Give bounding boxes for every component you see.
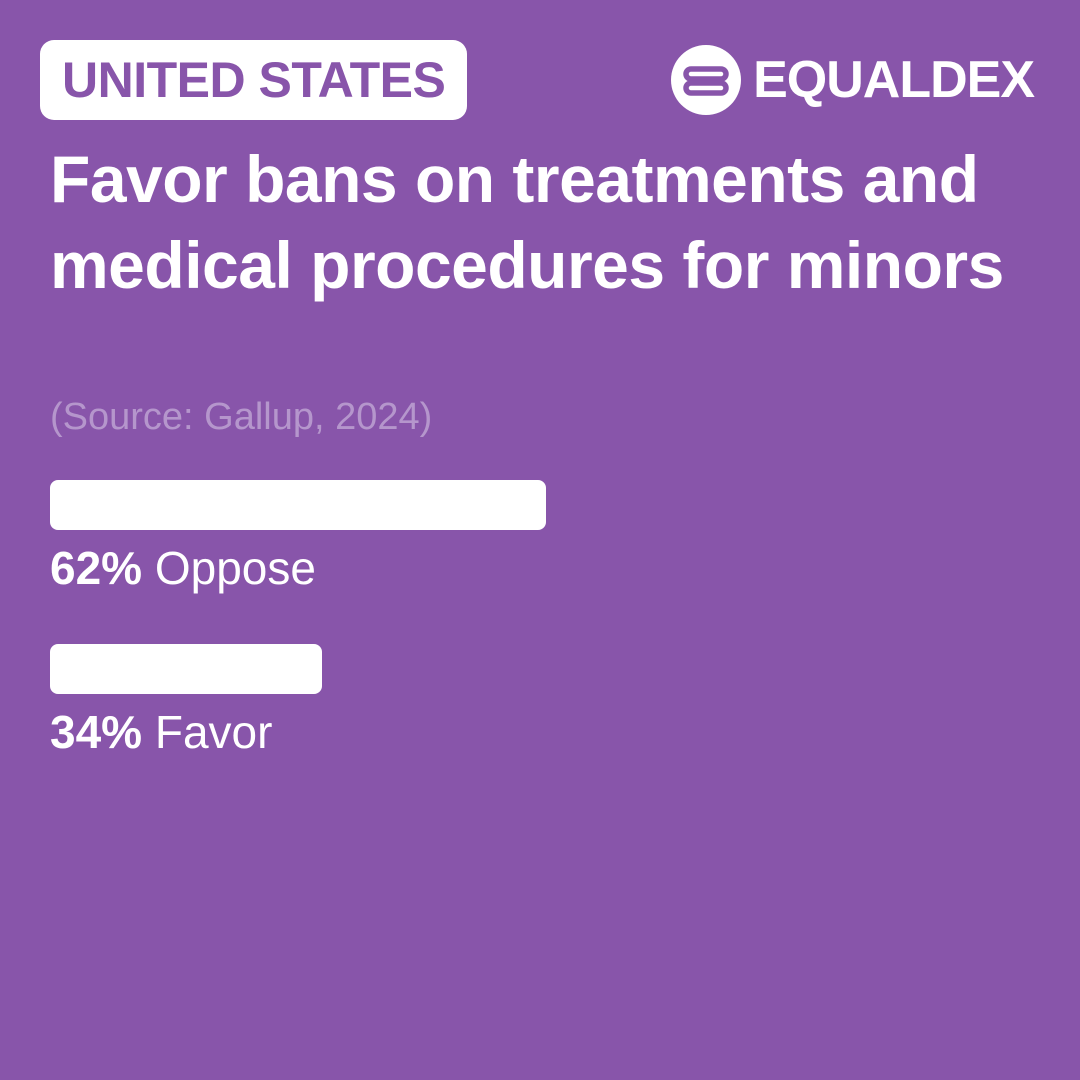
brand-name: EQUALDEX	[753, 51, 1035, 109]
bar-favor	[50, 644, 322, 694]
bar-value-label: 34%	[50, 706, 143, 758]
equaldex-logo-icon	[671, 45, 742, 115]
bar-oppose	[50, 480, 546, 530]
bar-row: 62% Oppose	[50, 480, 1040, 596]
bar-row: 34% Favor	[50, 644, 1040, 760]
bar-label: 62% Oppose	[50, 540, 1040, 596]
bar-label: 34% Favor	[50, 704, 1040, 760]
country-badge: UNITED STATES	[40, 40, 468, 120]
bar-value-label: 62%	[50, 542, 143, 594]
bar-chart: 62% Oppose 34% Favor	[50, 480, 1040, 780]
source-note: (Source: Gallup, 2024)	[50, 396, 433, 438]
bar-category-label: Oppose	[154, 542, 316, 594]
country-label: UNITED STATES	[62, 52, 446, 108]
brand: EQUALDEX	[671, 44, 1035, 116]
chart-title: Favor bans on treatments and medical pro…	[50, 142, 1004, 302]
bar-category-label: Favor	[154, 706, 273, 758]
